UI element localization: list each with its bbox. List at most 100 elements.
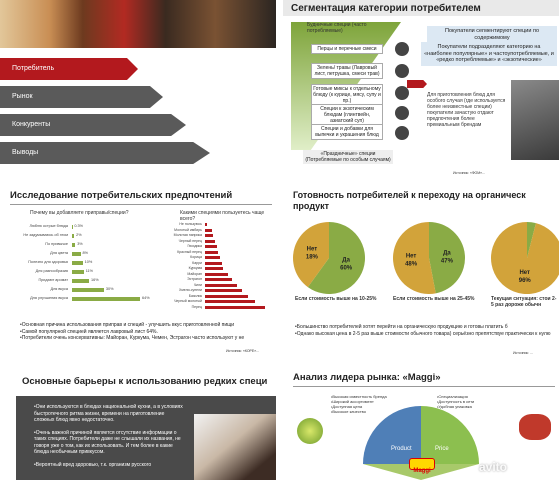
- slide-organic-readiness: Готовность потребителей к переходу на ор…: [283, 186, 559, 356]
- slide-title: Сегментация категории потребителем: [291, 3, 481, 14]
- nav-competitors[interactable]: Конкуренты: [0, 114, 186, 136]
- top-left-label: Будничные специи (часто потребляемые): [307, 22, 367, 34]
- wedge-label-price: Price: [435, 446, 449, 452]
- slide-maggi-analysis: Анализ лидера рынка: «Maggi» •Высокая из…: [283, 364, 559, 480]
- barrier-2: Очень важной причиной является отсутстви…: [34, 430, 184, 456]
- spice-label: Куркума: [188, 266, 202, 270]
- pie-yes-slice: [527, 222, 536, 258]
- reason-value: 16%: [91, 278, 99, 282]
- spice-bar: [205, 294, 249, 298]
- herb-icon: [395, 64, 409, 78]
- source-note: Источник: ...: [513, 351, 533, 355]
- reason-value: 2%: [76, 233, 82, 237]
- spice-bar: [205, 289, 242, 292]
- conclusions-list: Большинство потребителей хотят перейти н…: [295, 324, 559, 337]
- spice-bar: [205, 300, 255, 303]
- pie-caption-3: Текущая ситуация: стои 2-5 раз дороже об…: [491, 296, 557, 308]
- lower-wedge: [363, 464, 479, 480]
- marketing-mix-diagram: [363, 406, 479, 480]
- slide-title: Готовность потребителей к переходу на ор…: [293, 190, 526, 211]
- product-wedge: [363, 406, 421, 464]
- reason-bar: [72, 234, 75, 238]
- reason-label: Для разнообразия: [35, 269, 68, 273]
- spice-label: Базилик: [188, 293, 202, 298]
- pie-caption-1: Если стоимость выше на 10-25%: [295, 296, 377, 302]
- barriers-list: Они используются в блюдах национальной к…: [34, 404, 184, 468]
- reason-label: Для улучшения вкуса: [30, 296, 68, 300]
- spice-label: Черный молотый: [174, 299, 202, 303]
- nav-market[interactable]: Рынок: [0, 86, 163, 108]
- spice-bar: [205, 283, 237, 287]
- spice-bar: [205, 256, 220, 259]
- reason-value: 10%: [84, 260, 93, 264]
- spice-label: Чили: [193, 282, 202, 287]
- red-arrow: [407, 80, 427, 88]
- reason-value: 64%: [142, 296, 150, 300]
- bowl-icon: [395, 106, 409, 120]
- pie-no-slice: [293, 222, 329, 288]
- reason-label: Люблю острые блюда: [29, 224, 68, 228]
- blue-note-1: Покупатели сегментируют специи по содерж…: [427, 26, 557, 43]
- segment-box-3: Готовые миксы к отдельному блюду (к кури…: [311, 84, 383, 106]
- reason-label: По привычке: [45, 242, 68, 246]
- spice-label: Молотая паприка: [173, 233, 202, 237]
- avito-watermark: avito: [479, 460, 507, 474]
- pie-no-label: Нет: [519, 270, 530, 276]
- slide-title: Исследование потребительских предпочтени…: [10, 190, 233, 201]
- spice-bar: [205, 234, 214, 237]
- pie-no-label: Нет: [307, 246, 318, 252]
- pie-no-pct: 18%: [306, 254, 319, 260]
- pie-no-label: Нет: [406, 254, 417, 260]
- price-notes-text: •Специализация •Доступность в сети •Удоб…: [437, 394, 475, 409]
- finding-2: Самой популярной специей является лавров…: [20, 329, 276, 336]
- title-bar: [283, 0, 559, 16]
- pie-no-slice: [491, 222, 559, 294]
- reasons-chart: Люблю острые блюда 0.3% Не задумываюсь об …: [0, 224, 150, 308]
- pie-no-slice: [393, 222, 436, 294]
- reason-bar: [72, 225, 73, 229]
- barrier-3: Вероятный вред здоровью, т.к. организм р…: [34, 462, 184, 469]
- maggi-logo: Maggi: [409, 458, 435, 474]
- reason-value: 8%: [82, 251, 89, 255]
- reason-label: Для цвета: [50, 251, 68, 255]
- source-note: Источник: «КОРЕ»...: [226, 349, 260, 353]
- spice-label: Не пользуюсь: [179, 222, 202, 226]
- nav-consumer[interactable]: Потребитель: [0, 58, 138, 80]
- pie-yes-pct: 47%: [441, 258, 454, 264]
- chart2-question: Какими специями пользуетесь чаще всего?: [180, 210, 265, 222]
- slide-segmentation: Сегментация категории потребителем Будни…: [283, 0, 559, 178]
- reason-bar: [72, 297, 140, 301]
- watermark-text: avito: [479, 460, 508, 474]
- finding-1: Основная причина использования приправ и…: [20, 322, 276, 329]
- lime-icon: [297, 418, 323, 444]
- pie-yes-label: Да: [342, 258, 350, 264]
- slide-title: Анализ лидера рынка: «Maggi»: [293, 372, 441, 383]
- segment-box-5: Специи и добавки для выпечки и украшения…: [311, 124, 383, 140]
- spice-label: Молотый имбирь: [174, 227, 202, 232]
- spice-label: Перец: [191, 304, 202, 309]
- woman-photo: [511, 80, 559, 160]
- slide-title: Основные барьеры к использованию редких …: [22, 376, 268, 387]
- pie-no-pct: 48%: [405, 262, 418, 268]
- spice-label: Карри: [192, 260, 202, 265]
- pot-icon: [395, 86, 409, 100]
- reason-label: Придают аромат: [38, 278, 68, 282]
- spice-label: Красный перец: [177, 249, 202, 254]
- reason-value: 0.3%: [74, 224, 83, 228]
- pepper-icon: [395, 42, 409, 56]
- barrier-1: Они используются в блюдах национальной к…: [34, 404, 184, 424]
- pie-yes-label: Да: [443, 250, 451, 256]
- spice-label: Корица: [190, 255, 202, 259]
- slide-consumer-nav[interactable]: Потребитель Рынок Конкуренты Выводы: [0, 0, 276, 178]
- nav-conclusions[interactable]: Выводы: [0, 142, 210, 164]
- reason-bar: [72, 243, 76, 247]
- price-wedge: [421, 406, 479, 464]
- blue-note-2: Покупатели подразделяют категорию на «на…: [421, 42, 557, 66]
- maggi-logo-text: Maggi: [413, 468, 431, 474]
- segment-box-4: Специи к экзотическим блюдам (глинтвейн,…: [311, 104, 383, 126]
- reason-bar: [72, 288, 104, 292]
- premium-note: Для приготовления блюд для особого случа…: [427, 92, 506, 128]
- chicken-icon: [519, 414, 551, 440]
- spice-label: Гвоздика: [187, 244, 202, 248]
- reason-label: Полезно для здоровья: [28, 260, 68, 264]
